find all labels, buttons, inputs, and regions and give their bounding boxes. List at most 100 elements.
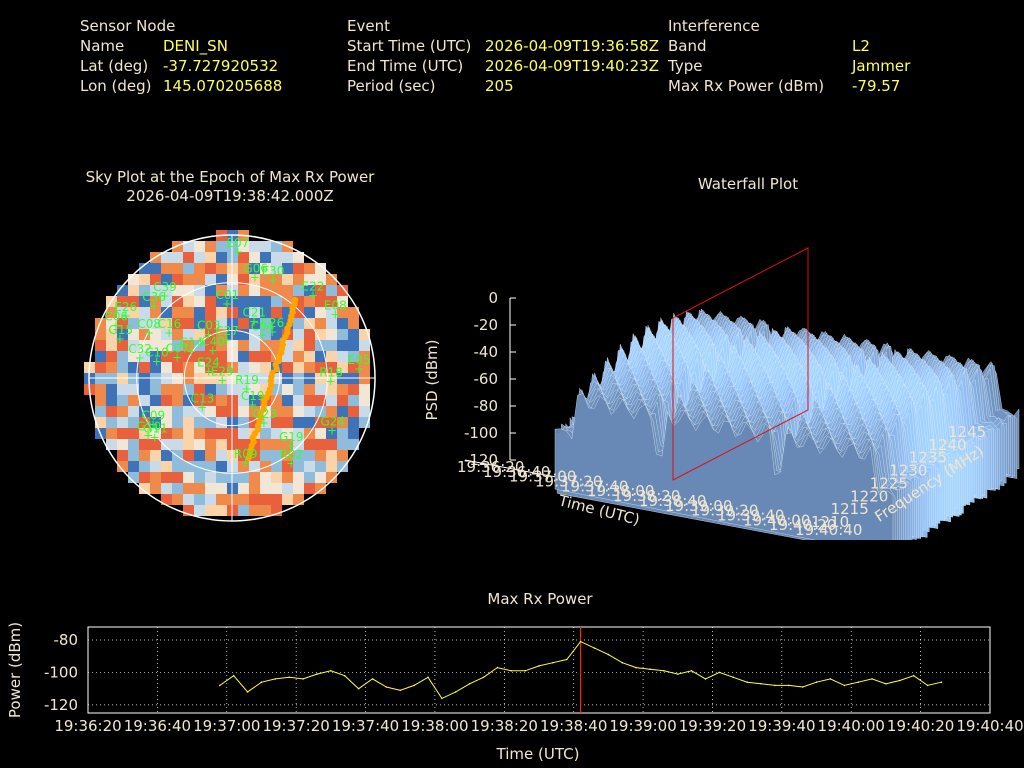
skyplot-cell bbox=[117, 351, 128, 362]
sensor-name-label: Name bbox=[80, 37, 125, 55]
skyplot-cell bbox=[172, 461, 183, 472]
skyplot-cell bbox=[260, 329, 271, 340]
skyplot-cell bbox=[315, 483, 326, 494]
skyplot-cell bbox=[183, 296, 194, 307]
skyplot-cell bbox=[95, 362, 106, 373]
skyplot-cell bbox=[304, 296, 315, 307]
skyplot-cell bbox=[304, 384, 315, 395]
skyplot-cell bbox=[128, 395, 139, 406]
power-x-tick-label: 19:37:00 bbox=[193, 717, 260, 735]
skyplot-cell bbox=[304, 329, 315, 340]
skyplot-cell bbox=[139, 472, 150, 483]
skyplot-satellite-label: C26 bbox=[261, 316, 285, 330]
waterfall-marker-plane bbox=[672, 247, 809, 481]
skyplot-cell bbox=[205, 384, 216, 395]
skyplot-cell bbox=[282, 362, 293, 373]
skyplot-cell bbox=[293, 417, 304, 428]
skyplot-cell bbox=[238, 395, 249, 406]
skyplot-satellite-marker: + bbox=[286, 439, 296, 453]
skyplot-cell bbox=[271, 384, 282, 395]
skyplot-cell bbox=[326, 406, 337, 417]
skyplot-cell bbox=[293, 439, 304, 450]
skyplot-cell bbox=[238, 483, 249, 494]
skyplot-cell bbox=[205, 417, 216, 428]
skyplot-cell bbox=[161, 428, 172, 439]
skyplot-cell bbox=[139, 351, 150, 362]
skyplot-cell bbox=[216, 439, 227, 450]
skyplot-cell bbox=[128, 406, 139, 417]
skyplot-cell bbox=[216, 505, 227, 516]
skyplot-cell bbox=[238, 428, 249, 439]
power-series-point bbox=[454, 691, 457, 693]
skyplot-cell bbox=[326, 318, 337, 329]
waterfall-freq-tick-label: 1215 bbox=[831, 500, 869, 518]
skyplot-cell bbox=[172, 252, 183, 263]
skyplot-cell bbox=[183, 428, 194, 439]
skyplot-cell bbox=[337, 362, 348, 373]
sensor-lat-value: -37.727920532 bbox=[163, 57, 279, 75]
skyplot-cell bbox=[304, 483, 315, 494]
skyplot-cell bbox=[117, 362, 128, 373]
skyplot-cell bbox=[117, 461, 128, 472]
skyplot-cell bbox=[183, 439, 194, 450]
waterfall-time-tick-label: 19:37:40 bbox=[561, 477, 628, 495]
skyplot-cell bbox=[117, 285, 128, 296]
skyplot-cell bbox=[106, 362, 117, 373]
skyplot-satellite-marker: + bbox=[148, 418, 158, 432]
skyplot-cell bbox=[194, 296, 205, 307]
skyplot-cell bbox=[282, 307, 293, 318]
skyplot-cell bbox=[348, 318, 359, 329]
skyplot-cell bbox=[128, 362, 139, 373]
skyplot-cell bbox=[249, 274, 260, 285]
skyplot-cell bbox=[106, 395, 117, 406]
skyplot-cell bbox=[161, 252, 172, 263]
skyplot-cell bbox=[304, 461, 315, 472]
skyplot-cell bbox=[106, 406, 117, 417]
skyplot-cell bbox=[304, 340, 315, 351]
skyplot-cell bbox=[194, 417, 205, 428]
skyplot-cell bbox=[194, 395, 205, 406]
skyplot-cell bbox=[194, 307, 205, 318]
skyplot-cell bbox=[337, 417, 348, 428]
skyplot-cell bbox=[106, 351, 117, 362]
skyplot-cell bbox=[128, 428, 139, 439]
skyplot-cell bbox=[183, 461, 194, 472]
power-series-point bbox=[732, 676, 735, 679]
skyplot-cell bbox=[194, 461, 205, 472]
skyplot-cell bbox=[216, 252, 227, 263]
skyplot-cell bbox=[139, 318, 150, 329]
skyplot-cell bbox=[293, 318, 304, 329]
power-series-point bbox=[413, 684, 415, 687]
waterfall-time-tick-label: 19:36:40 bbox=[483, 463, 550, 481]
skyplot-cell bbox=[337, 307, 348, 318]
skyplot-satellite-label: R09 bbox=[234, 447, 258, 461]
skyplot-cell bbox=[194, 318, 205, 329]
skyplot-cell bbox=[238, 406, 249, 417]
skyplot-cell bbox=[117, 340, 128, 351]
skyplot-cell bbox=[326, 472, 337, 483]
skyplot-cell bbox=[150, 384, 161, 395]
skyplot-cell bbox=[205, 307, 216, 318]
power-x-tick-label: 19:38:40 bbox=[540, 717, 607, 735]
interference-band-row: Band L2 bbox=[668, 36, 910, 56]
skyplot-cell bbox=[172, 263, 183, 274]
power-x-tick-label: 19:40:20 bbox=[887, 717, 954, 735]
skyplot-cell bbox=[282, 483, 293, 494]
skyplot-cell bbox=[194, 428, 205, 439]
skyplot-cell bbox=[249, 285, 260, 296]
waterfall-time-tick-label: 19:39:20 bbox=[691, 502, 758, 520]
skyplot-cell bbox=[293, 263, 304, 274]
skyplot-cell bbox=[238, 340, 249, 351]
skyplot-cell bbox=[293, 384, 304, 395]
skyplot-cell bbox=[205, 285, 216, 296]
skyplot-cell bbox=[183, 406, 194, 417]
skyplot-satellite-marker: + bbox=[149, 299, 159, 313]
event-period-value: 205 bbox=[485, 77, 514, 95]
skyplot-cell bbox=[139, 340, 150, 351]
skyplot-cell bbox=[271, 472, 282, 483]
skyplot-cell bbox=[150, 472, 161, 483]
skyplot-cell bbox=[359, 329, 370, 340]
skyplot-cell bbox=[282, 296, 293, 307]
power-series-point bbox=[760, 683, 762, 685]
power-series-point bbox=[330, 670, 332, 672]
